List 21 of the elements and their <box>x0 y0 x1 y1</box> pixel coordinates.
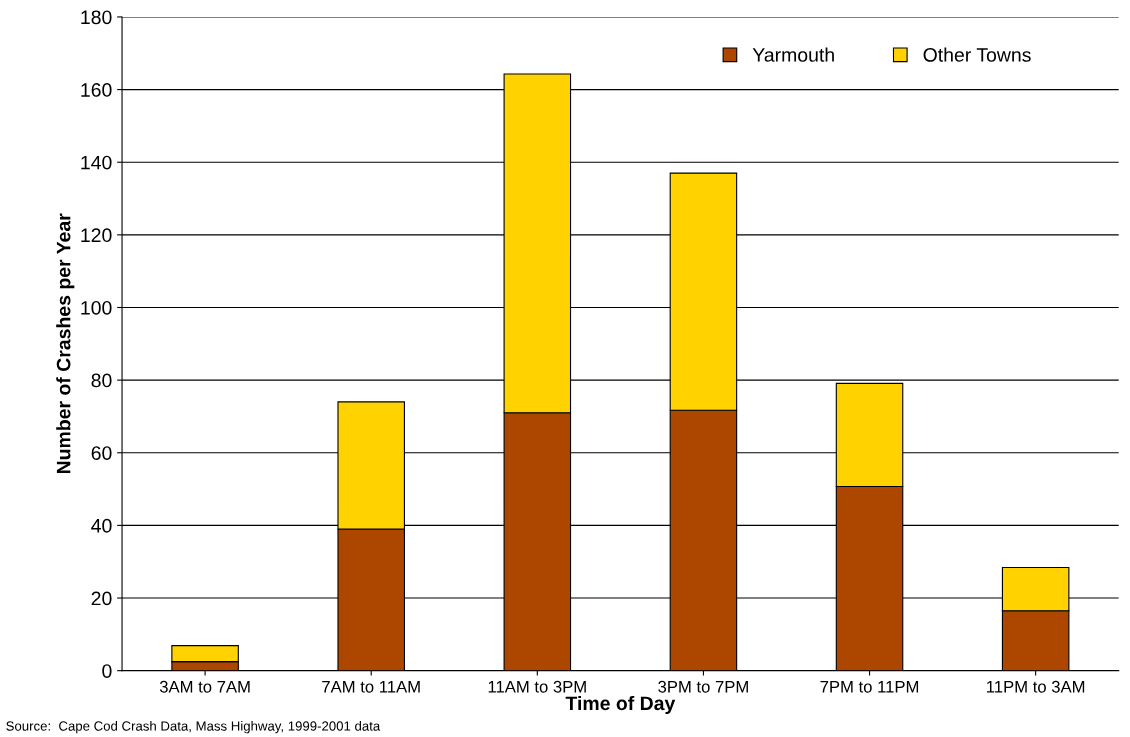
x-tick-label: 3PM to 7PM <box>658 680 748 693</box>
y-tick-label: 160 <box>81 83 112 97</box>
y-tick-label: 140 <box>81 155 112 170</box>
y-axis-title: Number of Crashes per Year <box>56 213 75 474</box>
legend-label: Other Towns <box>923 47 1031 62</box>
y-tick-label: 180 <box>81 10 112 25</box>
y-tick-label: 120 <box>81 228 112 243</box>
y-tick-label: 80 <box>91 373 112 388</box>
y-tick-label: 40 <box>91 518 112 533</box>
x-tick-label: 11PM to 3AM <box>987 680 1085 693</box>
x-axis-title: Time of Day <box>565 695 676 715</box>
y-tick-label: 0 <box>102 664 112 678</box>
x-tick-label: 7AM to 11AM <box>322 681 420 693</box>
y-tick-label: 20 <box>91 591 112 606</box>
x-tick-label: 7PM to 11PM <box>820 681 919 693</box>
y-tick-label: 100 <box>81 300 112 315</box>
legend-label: Yarmouth <box>752 47 834 62</box>
y-tick-label: 60 <box>91 446 112 460</box>
source-note: Source: Cape Cod Crash Data, Mass Highway, 1999-2001 data <box>6 721 381 734</box>
x-tick-label: 3AM to 7AM <box>159 680 250 693</box>
x-tick-label: 11AM to 3PM <box>488 680 586 693</box>
